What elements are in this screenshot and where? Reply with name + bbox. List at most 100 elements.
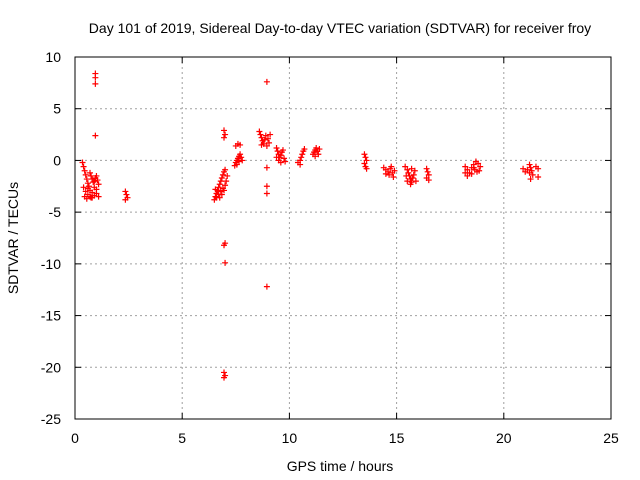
axis-ticks (74, 56, 612, 420)
x-tick-labels: 0 5 10 15 20 25 (71, 430, 619, 446)
data-point (524, 166, 531, 173)
y-tick-label: -10 (41, 256, 61, 272)
data-point (221, 127, 228, 134)
data-point (281, 155, 288, 162)
data-point (80, 184, 87, 191)
data-point (238, 154, 245, 161)
y-tick-label: -20 (41, 359, 61, 375)
data-point (258, 141, 265, 148)
y-tick-label: -15 (41, 308, 61, 324)
data-point (95, 193, 102, 200)
data-point (462, 163, 469, 170)
data-point (237, 151, 244, 158)
data-point (263, 78, 270, 85)
data-point (363, 157, 370, 164)
data-point (94, 177, 101, 184)
data-point (404, 166, 411, 173)
data-point (526, 161, 533, 168)
data-point (79, 159, 86, 166)
data-point (221, 187, 228, 194)
data-point (263, 142, 270, 149)
data-point (527, 164, 534, 171)
data-point (529, 171, 536, 178)
data-point (274, 148, 281, 155)
data-point (266, 139, 273, 146)
data-point (424, 168, 431, 175)
y-axis-label: SDTVAR / TECUs (5, 182, 21, 294)
data-point (88, 194, 95, 201)
data-point (390, 173, 397, 180)
data-point (88, 172, 95, 179)
data-point (527, 176, 534, 183)
data-point (411, 167, 418, 174)
data-point (361, 151, 368, 158)
data-point (425, 171, 432, 178)
data-point (218, 191, 225, 198)
data-point (219, 171, 226, 178)
y-tick-label: -5 (49, 204, 62, 220)
data-point (93, 172, 100, 179)
data-point (81, 167, 88, 174)
data-point (388, 163, 395, 170)
data-point (123, 191, 130, 198)
data-point (535, 165, 542, 172)
data-point (475, 160, 482, 167)
data-point (405, 169, 412, 176)
data-point (216, 194, 223, 201)
data-point (402, 163, 409, 170)
plot-frame (74, 56, 612, 420)
data-point (239, 157, 246, 164)
data-point (273, 145, 280, 152)
chart-title: Day 101 of 2019, Sidereal Day-to-day VTE… (89, 20, 591, 36)
data-point (122, 188, 129, 195)
data-point (83, 176, 90, 183)
data-point (297, 161, 304, 168)
data-point (212, 193, 219, 200)
y-tick-label: -25 (41, 411, 61, 427)
data-point (89, 189, 96, 196)
data-point (221, 242, 228, 249)
data-point (122, 196, 129, 203)
data-point (273, 154, 280, 161)
data-point (92, 80, 99, 87)
data-point (222, 259, 229, 266)
data-point (382, 170, 389, 177)
data-point (263, 183, 270, 190)
data-point (262, 132, 269, 139)
data-point (425, 177, 432, 184)
data-point (264, 135, 271, 142)
data-point (464, 166, 471, 173)
data-point (222, 182, 229, 189)
data-point (312, 153, 319, 160)
x-tick-label: 15 (389, 430, 405, 446)
data-point (221, 374, 228, 381)
data-point (82, 188, 89, 195)
x-axis-label: GPS time / hours (287, 458, 394, 474)
y-tick-label: 5 (53, 101, 61, 117)
data-point (237, 141, 244, 148)
grid-lines (75, 57, 611, 419)
data-point (301, 146, 308, 153)
data-point (95, 181, 102, 188)
x-tick-label: 0 (71, 430, 79, 446)
data-point (315, 151, 322, 158)
data-point (470, 164, 477, 171)
data-point (222, 166, 229, 173)
data-point (221, 369, 228, 376)
data-point (363, 165, 370, 172)
data-point (403, 172, 410, 179)
data-point (92, 74, 99, 81)
data-point (90, 179, 97, 186)
data-point (298, 154, 305, 161)
data-point (279, 147, 286, 154)
data-point (256, 128, 263, 135)
data-point (423, 165, 430, 172)
data-point (477, 163, 484, 170)
data-point (263, 164, 270, 171)
data-point (84, 180, 91, 187)
data-point (261, 136, 268, 143)
data-point (218, 175, 225, 182)
data-point (221, 134, 228, 141)
data-point (299, 151, 306, 158)
